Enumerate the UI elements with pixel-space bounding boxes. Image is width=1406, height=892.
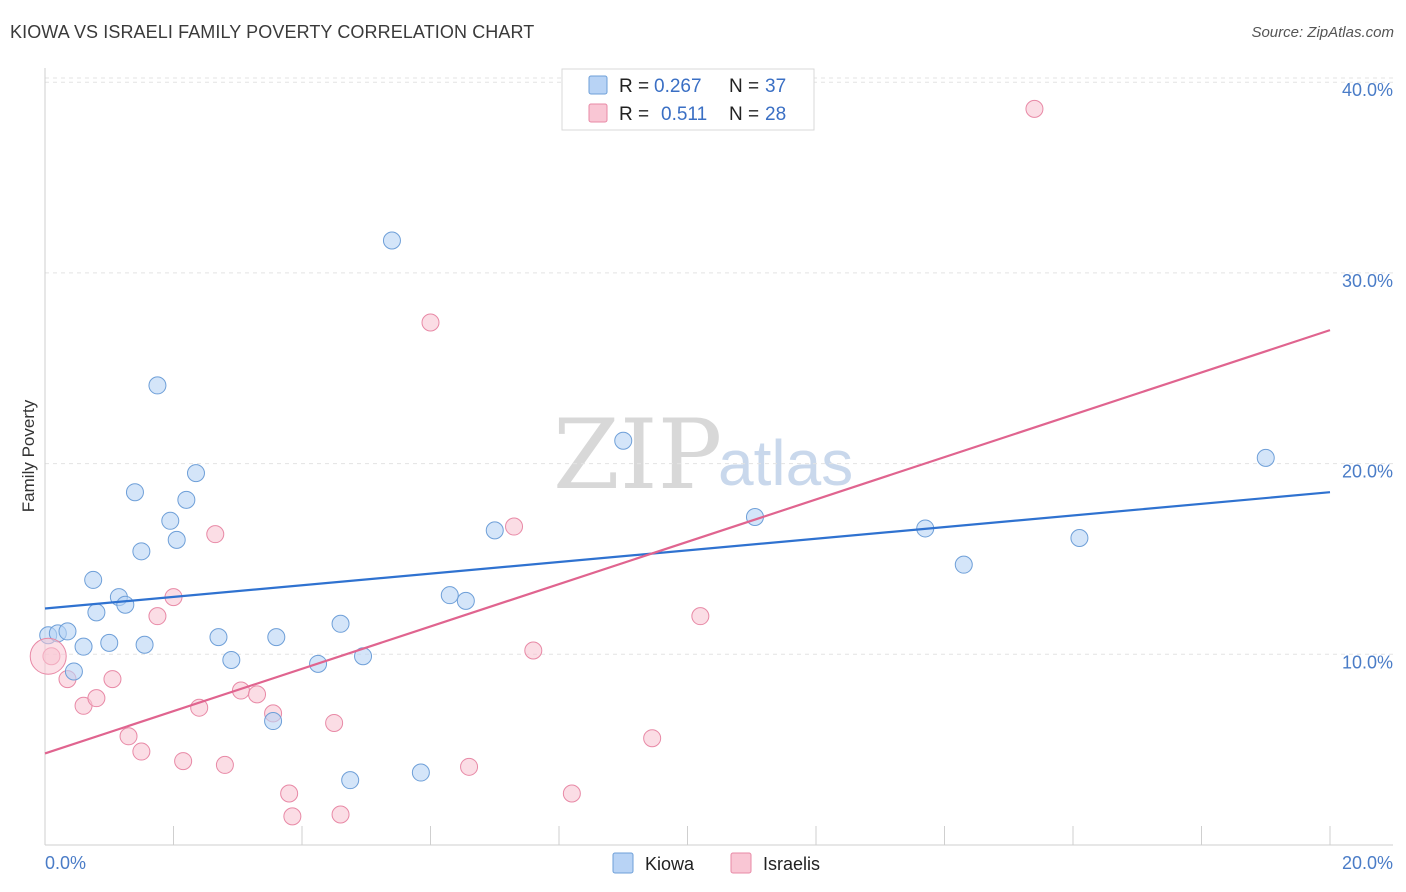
data-point-kiowa — [485, 521, 504, 540]
data-point-israelis — [174, 752, 193, 771]
gridlines — [45, 77, 1393, 655]
data-point-israelis — [87, 689, 106, 708]
data-point-kiowa — [125, 483, 144, 502]
data-point-israelis — [524, 641, 543, 660]
axes: 10.0% 20.0% 30.0% 40.0% 0.0% 20.0% — [44, 68, 1393, 873]
legend-n-value-israelis: 28 — [765, 104, 786, 125]
data-point-kiowa — [1256, 448, 1275, 467]
y-tick-label: 10.0% — [1342, 652, 1393, 672]
data-point-israelis — [325, 713, 344, 732]
x-tick-label: 0.0% — [45, 853, 86, 873]
bottom-legend-label-kiowa: Kiowa — [645, 854, 695, 874]
y-tick-label: 30.0% — [1342, 271, 1393, 291]
watermark-atlas: atlas — [718, 427, 853, 499]
data-point-israelis — [132, 742, 151, 761]
data-point-israelis — [148, 607, 167, 626]
legend-swatch-kiowa — [588, 75, 608, 95]
data-point-israelis — [421, 313, 440, 332]
data-point-israelis — [206, 525, 225, 544]
x-tick-label: 20.0% — [1342, 853, 1393, 873]
data-point-kiowa — [132, 542, 151, 561]
data-point-kiowa — [411, 763, 430, 782]
data-point-kiowa — [222, 651, 241, 670]
data-point-israelis — [103, 670, 122, 689]
data-point-kiowa — [267, 628, 286, 647]
legend-n-label-israelis: N = — [729, 104, 759, 125]
legend-r-label-kiowa: R = — [619, 76, 649, 97]
watermark-zip: ZIP — [553, 399, 722, 511]
data-point-israelis — [215, 755, 234, 774]
data-point-kiowa — [58, 622, 77, 641]
legend-n-label-kiowa: N = — [729, 76, 759, 97]
data-point-kiowa — [84, 570, 103, 589]
data-point-israelis — [691, 607, 710, 626]
y-tick-label: 20.0% — [1342, 462, 1393, 482]
data-point-israelis — [283, 807, 302, 826]
data-point-kiowa — [100, 633, 119, 652]
trend-line-israelis — [44, 329, 1331, 755]
data-point-kiowa — [161, 511, 180, 530]
data-point-israelis — [331, 805, 350, 824]
y-tick-label: 40.0% — [1342, 80, 1393, 100]
data-point-israelis — [562, 784, 581, 803]
data-point-kiowa — [64, 662, 83, 681]
data-point-kiowa — [331, 614, 350, 633]
data-points — [29, 99, 1275, 826]
legend-n-value-kiowa: 37 — [765, 76, 786, 97]
data-point-kiowa — [440, 586, 459, 605]
data-point-kiowa — [186, 464, 205, 483]
chart-source: Source: ZipAtlas.com — [1251, 24, 1394, 41]
chart-title: KIOWA VS ISRAELI FAMILY POVERTY CORRELAT… — [10, 22, 535, 42]
legend-swatch-israelis — [588, 103, 608, 123]
data-point-kiowa — [135, 635, 154, 654]
data-point-kiowa — [148, 376, 167, 395]
bottom-legend-label-israelis: Israelis — [763, 854, 820, 874]
data-point-kiowa — [614, 431, 633, 450]
data-point-kiowa — [209, 628, 228, 647]
trend-line-kiowa — [44, 491, 1331, 610]
data-point-israelis — [248, 685, 267, 704]
legend-r-value-israelis: 0.511 — [661, 104, 707, 125]
y-axis-label: Family Poverty — [19, 399, 38, 512]
trend-lines — [44, 329, 1331, 755]
data-point-kiowa — [456, 591, 475, 610]
data-point-israelis — [1025, 99, 1044, 118]
data-point-kiowa — [167, 530, 186, 549]
data-point-kiowa — [954, 555, 973, 574]
data-point-israelis-large — [29, 637, 67, 675]
data-point-kiowa — [1070, 528, 1089, 547]
data-point-kiowa — [382, 231, 401, 250]
data-point-israelis — [643, 729, 662, 748]
bottom-legend-swatch-kiowa — [612, 852, 634, 874]
data-point-israelis — [505, 517, 524, 536]
legend-r-label-israelis: R = — [619, 104, 649, 125]
data-point-kiowa — [74, 637, 93, 656]
data-point-israelis — [119, 727, 138, 746]
data-point-israelis — [280, 784, 299, 803]
data-point-kiowa — [87, 603, 106, 622]
data-point-kiowa — [264, 712, 283, 731]
legend: R = 0.267 N = 37 R = 0.511 N = 28 — [561, 68, 815, 131]
bottom-legend-swatch-israelis — [730, 852, 752, 874]
data-point-kiowa — [177, 490, 196, 509]
bottom-legend: Kiowa Israelis — [612, 852, 820, 874]
data-point-kiowa — [341, 771, 360, 790]
data-point-israelis — [460, 757, 479, 776]
data-point-kiowa — [116, 595, 135, 614]
legend-r-value-kiowa: 0.267 — [654, 76, 702, 97]
